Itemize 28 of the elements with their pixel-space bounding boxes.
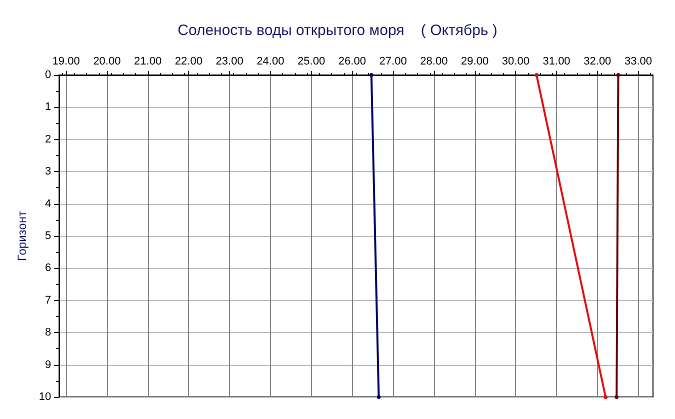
y-tick-label: 10 (38, 391, 52, 403)
y-tick-label: 0 (45, 69, 52, 81)
y-tick-label: 1 (45, 101, 52, 114)
x-tick-label: 21.00 (134, 56, 162, 68)
y-tick-label: 5 (45, 230, 52, 242)
y-axis-title: Горизонт (15, 210, 29, 261)
chart-title: Соленость воды открытого моря ( Октябрь ) (178, 22, 498, 39)
y-tick-label: 7 (45, 294, 52, 306)
y-tick-label: 8 (45, 326, 52, 339)
x-tick-label: 22.00 (174, 56, 202, 68)
y-tick-label: 2 (45, 133, 52, 146)
y-tick-label: 6 (45, 262, 52, 274)
x-tick-label: 24.00 (256, 56, 284, 68)
x-tick-label: 25.00 (298, 56, 326, 68)
x-tick-label: 29.00 (461, 56, 489, 68)
x-tick-label: 27.00 (379, 56, 407, 68)
y-tick-label: 9 (45, 358, 52, 371)
y-tick-label: 4 (45, 198, 52, 210)
x-tick-label: 19.00 (52, 56, 80, 68)
x-tick-label: 31.00 (542, 56, 570, 68)
x-tick-label: 28.00 (420, 56, 448, 68)
y-tick-label: 3 (45, 166, 52, 178)
x-tick-label: 30.00 (502, 56, 530, 68)
x-tick-label: 26.00 (338, 56, 366, 68)
x-tick-label: 32.00 (584, 56, 612, 68)
x-tick-label: 33.00 (624, 56, 652, 68)
x-tick-label: 20.00 (93, 56, 121, 68)
x-tick-label: 23.00 (216, 56, 244, 68)
